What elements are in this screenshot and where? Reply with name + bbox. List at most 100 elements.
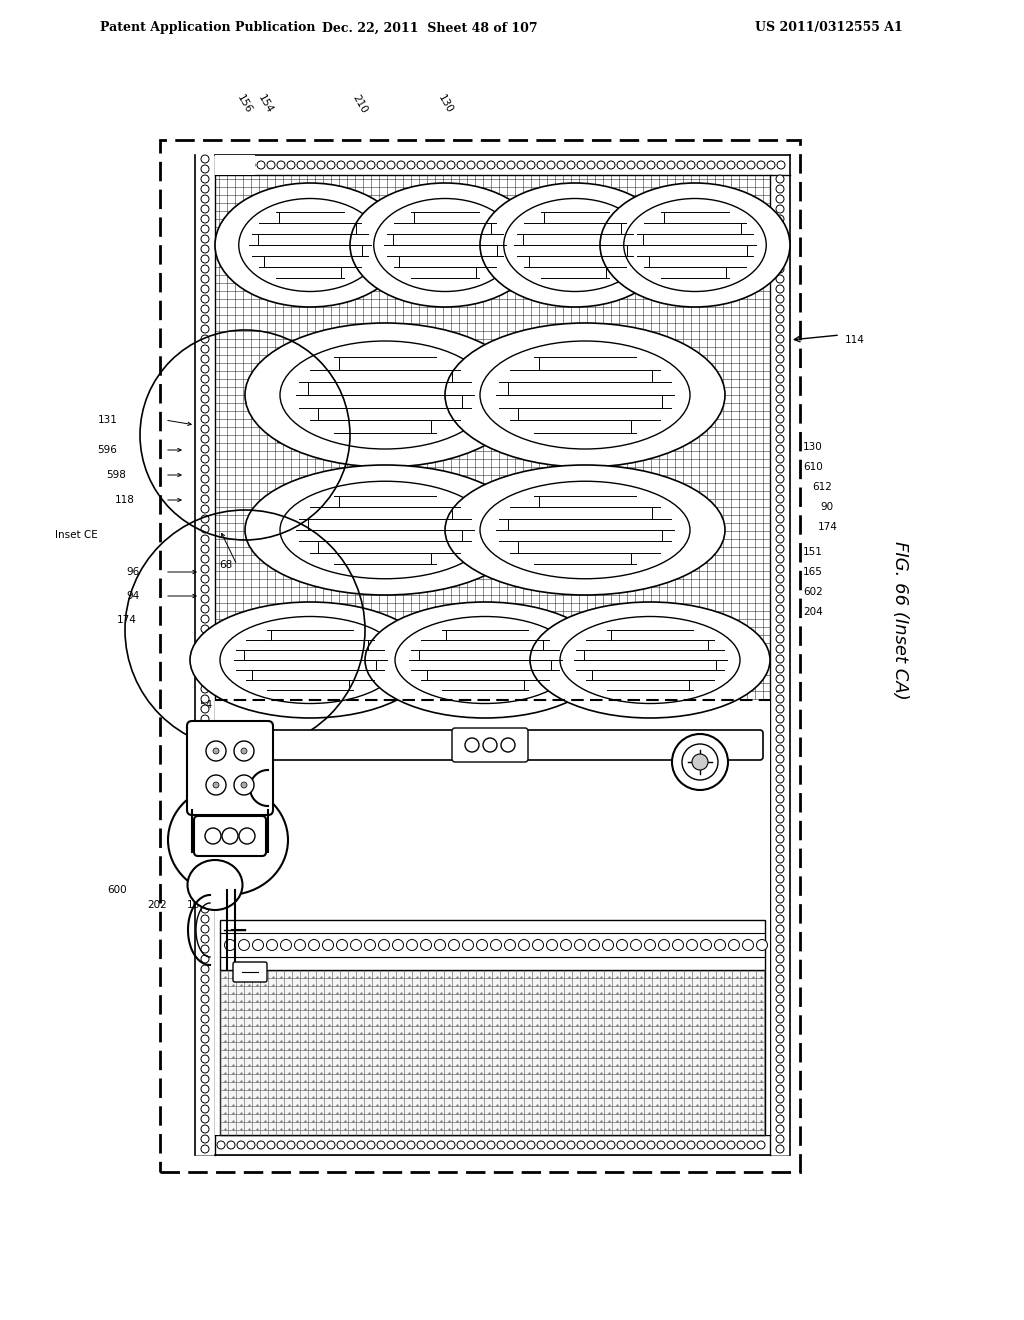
Circle shape — [776, 325, 784, 333]
Circle shape — [776, 705, 784, 713]
Circle shape — [776, 1045, 784, 1053]
Circle shape — [567, 1140, 575, 1148]
Circle shape — [673, 940, 683, 950]
Circle shape — [201, 495, 209, 503]
Circle shape — [201, 525, 209, 533]
Circle shape — [417, 1140, 425, 1148]
Circle shape — [477, 161, 485, 169]
Circle shape — [337, 161, 345, 169]
Circle shape — [776, 235, 784, 243]
Circle shape — [597, 161, 605, 169]
Circle shape — [397, 161, 406, 169]
Circle shape — [776, 795, 784, 803]
Circle shape — [201, 1035, 209, 1043]
Circle shape — [427, 1140, 435, 1148]
Circle shape — [776, 1015, 784, 1023]
Text: 600: 600 — [108, 884, 127, 895]
Circle shape — [449, 940, 460, 950]
Circle shape — [457, 1140, 465, 1148]
Circle shape — [776, 615, 784, 623]
Text: US 2011/0312555 A1: US 2011/0312555 A1 — [755, 21, 903, 34]
Circle shape — [776, 755, 784, 763]
Circle shape — [776, 395, 784, 403]
Circle shape — [237, 161, 245, 169]
Circle shape — [657, 161, 665, 169]
Circle shape — [602, 940, 613, 950]
Circle shape — [297, 1140, 305, 1148]
Circle shape — [776, 385, 784, 393]
Circle shape — [776, 805, 784, 813]
Circle shape — [627, 1140, 635, 1148]
Text: Patent Application Publication: Patent Application Publication — [100, 21, 315, 34]
Circle shape — [776, 195, 784, 203]
Circle shape — [547, 1140, 555, 1148]
Text: 94: 94 — [316, 436, 330, 445]
Circle shape — [776, 585, 784, 593]
Circle shape — [201, 195, 209, 203]
Circle shape — [201, 755, 209, 763]
Circle shape — [201, 545, 209, 553]
Circle shape — [427, 161, 435, 169]
Text: 94: 94 — [127, 591, 140, 601]
Circle shape — [589, 940, 599, 950]
Circle shape — [201, 705, 209, 713]
Text: 156: 156 — [234, 92, 253, 115]
Circle shape — [567, 161, 575, 169]
Circle shape — [776, 696, 784, 704]
Circle shape — [497, 1140, 505, 1148]
Circle shape — [776, 345, 784, 352]
Circle shape — [201, 205, 209, 213]
Circle shape — [201, 445, 209, 453]
Circle shape — [213, 781, 219, 788]
Circle shape — [227, 161, 234, 169]
Circle shape — [687, 1140, 695, 1148]
Circle shape — [201, 395, 209, 403]
Circle shape — [577, 1140, 585, 1148]
Circle shape — [532, 940, 544, 950]
Circle shape — [201, 315, 209, 323]
Circle shape — [201, 506, 209, 513]
Ellipse shape — [480, 482, 690, 578]
Circle shape — [776, 255, 784, 263]
Text: 596: 596 — [97, 445, 117, 455]
Circle shape — [776, 605, 784, 612]
Circle shape — [547, 161, 555, 169]
Circle shape — [776, 545, 784, 553]
Circle shape — [237, 1140, 245, 1148]
Ellipse shape — [168, 785, 288, 895]
Circle shape — [201, 285, 209, 293]
Circle shape — [776, 665, 784, 673]
Circle shape — [692, 754, 708, 770]
Circle shape — [201, 515, 209, 523]
Circle shape — [308, 940, 319, 950]
Circle shape — [717, 161, 725, 169]
Circle shape — [201, 335, 209, 343]
Circle shape — [206, 741, 226, 762]
Circle shape — [728, 940, 739, 950]
Circle shape — [776, 836, 784, 843]
Circle shape — [201, 775, 209, 783]
Circle shape — [574, 940, 586, 950]
Circle shape — [647, 161, 655, 169]
Circle shape — [742, 940, 754, 950]
Circle shape — [657, 1140, 665, 1148]
Circle shape — [776, 735, 784, 743]
Circle shape — [776, 1125, 784, 1133]
Circle shape — [201, 965, 209, 973]
Circle shape — [266, 940, 278, 950]
Circle shape — [715, 940, 725, 950]
Ellipse shape — [374, 198, 516, 292]
Ellipse shape — [220, 616, 400, 704]
Circle shape — [447, 1140, 455, 1148]
Circle shape — [365, 940, 376, 950]
Circle shape — [201, 805, 209, 813]
Circle shape — [776, 484, 784, 492]
Text: 169: 169 — [658, 900, 678, 909]
Text: 528: 528 — [346, 900, 366, 909]
Circle shape — [677, 1140, 685, 1148]
Circle shape — [527, 161, 535, 169]
Circle shape — [239, 828, 255, 843]
Circle shape — [647, 1140, 655, 1148]
Circle shape — [607, 161, 615, 169]
Circle shape — [776, 405, 784, 413]
